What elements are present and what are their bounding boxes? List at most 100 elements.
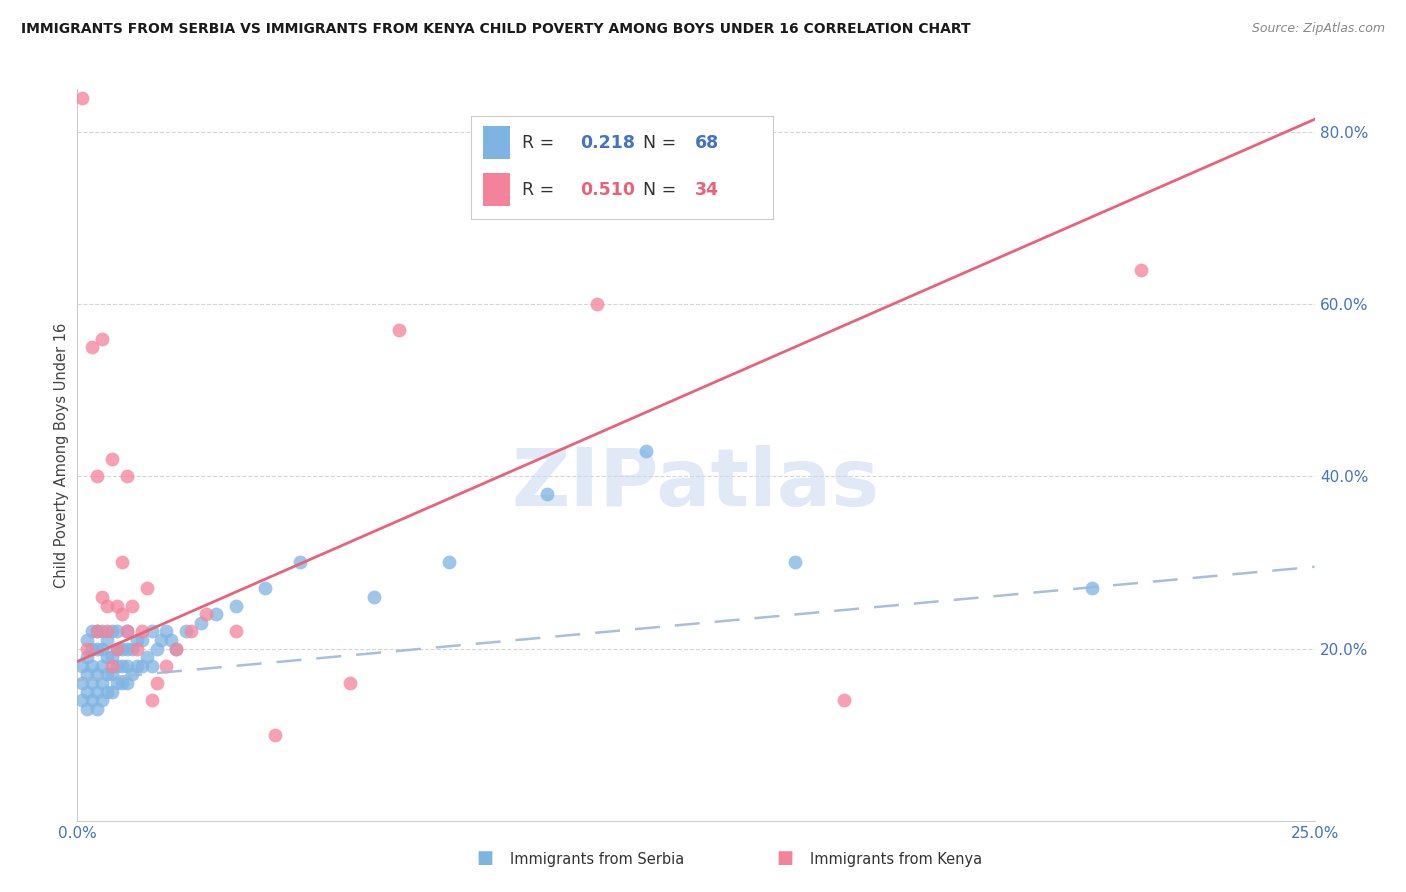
Point (111, 556, 134, 570)
Point (180, 624, 202, 639)
Text: 0.510: 0.510 (579, 181, 636, 199)
Point (101, 650, 124, 665)
Point (115, 641, 138, 656)
Point (96, 599, 118, 613)
Point (91, 641, 114, 656)
Point (125, 632, 148, 647)
FancyBboxPatch shape (484, 173, 510, 206)
Text: ZIPatlas: ZIPatlas (512, 445, 880, 524)
Point (105, 658, 128, 673)
Point (536, 486, 558, 500)
Point (225, 624, 247, 639)
Text: ■: ■ (776, 849, 793, 867)
Point (141, 624, 163, 639)
Point (135, 650, 157, 665)
Text: Immigrants from Serbia: Immigrants from Serbia (510, 852, 685, 867)
Point (1081, 582, 1104, 596)
Point (586, 297, 609, 311)
Point (86, 624, 108, 639)
Point (101, 624, 124, 639)
Point (165, 641, 187, 656)
Point (141, 693, 163, 707)
Point (91, 693, 114, 707)
Point (155, 658, 177, 673)
Point (783, 556, 806, 570)
Text: N =: N = (644, 134, 682, 152)
Point (76, 684, 98, 698)
Point (135, 582, 157, 596)
Text: Immigrants from Kenya: Immigrants from Kenya (810, 852, 981, 867)
Point (115, 676, 138, 690)
Point (101, 684, 124, 698)
Point (131, 632, 153, 647)
Point (76, 632, 98, 647)
Point (72, 91, 94, 105)
Point (76, 667, 98, 681)
Y-axis label: Child Poverty Among Boys Under 16: Child Poverty Among Boys Under 16 (53, 322, 69, 588)
Point (115, 658, 138, 673)
Point (165, 641, 187, 656)
Point (339, 676, 361, 690)
Text: IMMIGRANTS FROM SERBIA VS IMMIGRANTS FROM KENYA CHILD POVERTY AMONG BOYS UNDER 1: IMMIGRANTS FROM SERBIA VS IMMIGRANTS FRO… (21, 22, 970, 37)
Point (86, 624, 108, 639)
Point (72, 658, 94, 673)
Point (160, 632, 183, 647)
Point (105, 676, 128, 690)
Point (76, 702, 98, 716)
Point (363, 590, 385, 604)
Text: R =: R = (523, 181, 560, 199)
Point (101, 667, 124, 681)
Point (111, 658, 134, 673)
Point (195, 607, 218, 621)
Point (105, 624, 128, 639)
Point (86, 469, 108, 483)
Text: R =: R = (523, 134, 560, 152)
Point (834, 693, 856, 707)
Point (101, 452, 124, 467)
Point (115, 624, 138, 639)
Point (72, 676, 94, 690)
Point (96, 684, 118, 698)
Point (131, 658, 153, 673)
Text: N =: N = (644, 181, 682, 199)
Point (150, 632, 173, 647)
Point (264, 728, 287, 742)
Point (145, 641, 167, 656)
Point (82, 676, 104, 690)
Point (190, 615, 212, 630)
Point (125, 641, 148, 656)
Point (91, 658, 114, 673)
Text: Source: ZipAtlas.com: Source: ZipAtlas.com (1251, 22, 1385, 36)
Point (131, 624, 153, 639)
Point (76, 650, 98, 665)
Point (82, 658, 104, 673)
Text: ■: ■ (477, 849, 494, 867)
Point (288, 556, 311, 570)
Text: 34: 34 (695, 181, 718, 199)
Point (86, 684, 108, 698)
Point (105, 641, 128, 656)
Point (437, 556, 460, 570)
Point (1130, 263, 1153, 277)
Point (174, 624, 197, 639)
Point (121, 667, 143, 681)
Point (91, 676, 114, 690)
Point (101, 658, 124, 673)
Point (91, 332, 114, 346)
Point (121, 599, 143, 613)
Point (125, 658, 148, 673)
Point (254, 582, 277, 596)
Point (86, 641, 108, 656)
Point (96, 667, 118, 681)
Point (91, 590, 114, 604)
Point (115, 624, 138, 639)
Point (111, 676, 134, 690)
Point (105, 641, 128, 656)
Point (86, 702, 108, 716)
Point (96, 624, 118, 639)
Point (96, 632, 118, 647)
Point (86, 667, 108, 681)
Point (388, 323, 411, 337)
Point (115, 469, 138, 483)
Point (76, 641, 98, 656)
